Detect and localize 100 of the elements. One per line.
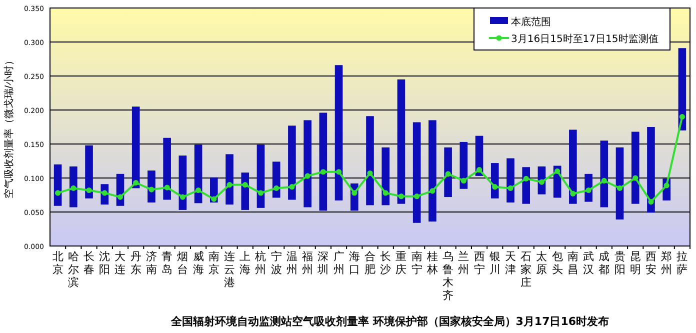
x-tick-label: 上海 [240,250,251,276]
x-tick-label: 太原 [536,250,548,276]
bar [226,154,234,205]
x-tick-label: 武汉 [583,250,594,276]
x-tick-label: 包头 [552,250,563,276]
bar [241,172,250,210]
bar [444,147,452,198]
x-tick-label: 西安 [645,250,656,276]
point [430,188,436,194]
bar [288,126,296,200]
point [289,184,295,190]
x-tick-label: 福州 [302,250,314,276]
point [211,196,217,202]
bar [428,120,436,222]
x-tick-label: 昆明 [630,250,641,276]
point [679,114,685,120]
point [570,190,576,196]
point [86,187,92,194]
point [336,169,342,175]
x-tick-label: 丹东 [130,250,142,276]
x-tick-label: 深圳 [316,250,329,276]
point [117,194,124,200]
x-tick-label: 青岛 [162,250,173,276]
point [398,194,404,200]
bar [366,116,374,206]
point [274,185,280,191]
x-tick-label: 成都 [598,250,610,276]
x-tick-label: 桂林 [426,250,438,276]
point [55,190,61,196]
bar [569,130,577,204]
point [352,190,358,196]
bar [319,112,328,211]
point [460,178,466,184]
x-tick-label: 威海 [192,250,204,276]
point [226,182,232,188]
point [320,169,326,175]
x-tick-label: 长沙 [380,250,392,276]
point [601,178,607,184]
point [476,167,482,173]
bar [54,164,62,206]
point [648,199,654,205]
bar [194,144,202,204]
x-tick-label: 银川 [488,250,500,276]
point [367,170,373,176]
bar [382,147,390,206]
bar [647,127,655,213]
point [508,185,514,191]
point [180,194,186,200]
point [586,187,592,194]
x-tick-label: 哈尔滨 [68,250,79,289]
bar [616,147,624,220]
point [492,184,498,190]
x-tick-label: 海口 [348,250,360,276]
point [242,182,248,188]
x-tick-label: 宁波 [270,250,282,276]
x-tick-label: 烟台 [177,250,188,276]
bar [70,166,78,208]
point [523,176,529,182]
bar [631,132,640,204]
bar [397,79,406,204]
point [554,168,560,174]
legend-label: 本底范围 [511,16,551,28]
x-tick-label: 南宁 [411,250,422,276]
x-tick-label: 济南 [146,250,157,276]
x-tick-label: 温州 [286,250,298,276]
x-tick-label: 杭州 [254,250,266,276]
bar [506,158,514,202]
x-tick-label: 重庆 [396,250,407,276]
point [258,190,264,196]
point [304,173,310,179]
point [164,184,170,190]
bar [85,145,93,198]
point [538,179,545,185]
point [414,194,420,200]
text: 全国辐射环境自动监测站空气吸收剂量率 环境保护部（国家核安全局）3月17日16时发布 [170,315,610,328]
x-tick-label: 郑州 [661,250,672,276]
bar [460,142,468,189]
x-tick-label: 长春 [84,250,95,276]
point [616,185,623,191]
x-tick-label: 北京 [52,250,64,276]
point [632,175,638,181]
bar [304,120,312,208]
bar [256,144,265,208]
x-tick-label: 拉萨 [676,250,688,276]
x-tick-label: 大连 [114,250,126,276]
legend-label: 3月16日15时至17日15时监测值 [511,33,658,45]
point [664,182,670,188]
point [382,190,388,196]
x-tick-label: 南昌 [567,250,578,276]
x-tick-label: 贵阳 [614,250,626,276]
bar [678,48,686,130]
x-tick-label: 南京 [208,250,220,276]
point [133,180,139,186]
bar [163,138,171,200]
bar [178,156,187,210]
x-tick-label: 西宁 [474,250,485,276]
bar [334,65,343,200]
x-tick-label: 连云港 [224,250,236,289]
point [70,185,76,191]
point [148,186,154,192]
